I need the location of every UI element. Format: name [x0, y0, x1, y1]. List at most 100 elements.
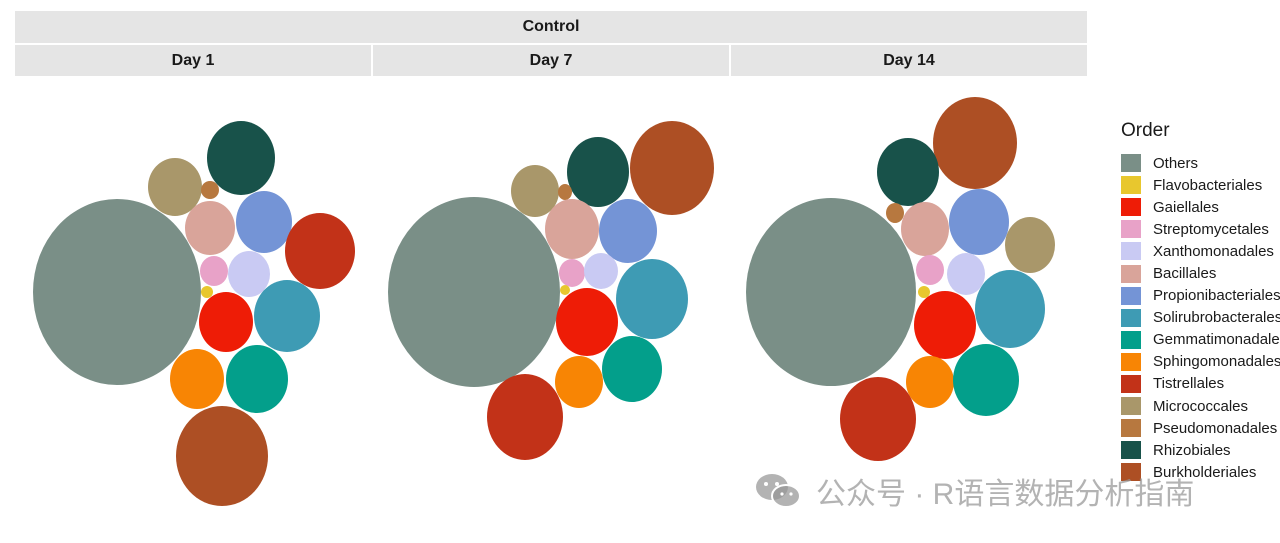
legend-item-burkholderiales: Burkholderiales [1121, 461, 1280, 483]
bubble-burkholderiales [933, 97, 1017, 189]
legend-key [1121, 220, 1141, 239]
legend-label: Micrococcales [1153, 397, 1249, 415]
bubble-bacillales [185, 201, 235, 255]
panel-title-day-7: Day 7 [529, 51, 573, 69]
legend-item-sphingomonadales: Sphingomonadales [1121, 351, 1280, 373]
watermark: 公众号 · R语言数据分析指南 [754, 469, 1194, 513]
legend-item-solirubrobacterales: Solirubrobacterales [1121, 307, 1280, 329]
bubble-streptomycetales [559, 259, 585, 287]
legend-item-gaiellales: Gaiellales [1121, 196, 1280, 218]
legend-key [1121, 397, 1141, 416]
legend-key [1121, 242, 1141, 261]
legend-key [1121, 463, 1141, 482]
bubble-streptomycetales [200, 256, 228, 286]
bubble-gemmatimonadales [602, 336, 662, 402]
legend-label: Streptomycetales [1153, 220, 1269, 238]
facet-title: Control [522, 18, 580, 35]
bubble-plot [33, 97, 1055, 506]
bubble-tistrellales [487, 374, 563, 460]
bubble-rhizobiales [877, 138, 939, 206]
legend-item-others: Others [1121, 152, 1280, 174]
bubble-gaiellales [199, 292, 253, 352]
bubble-micrococcales [1005, 217, 1055, 273]
bubble-tistrellales [285, 213, 355, 289]
legend-item-xanthomonadales: Xanthomonadales [1121, 240, 1280, 262]
bubble-xanthomonadales [228, 251, 270, 297]
bubble-gaiellales [556, 288, 618, 356]
legend-label: Propionibacteriales [1153, 287, 1280, 305]
legend-item-pseudomonadales: Pseudomonadales [1121, 417, 1280, 439]
legend-key [1121, 419, 1141, 438]
legend-item-propionibacteriales: Propionibacteriales [1121, 285, 1280, 307]
legend-key [1121, 441, 1141, 460]
bubble-solirubrobacterales [616, 259, 688, 339]
bubble-others [388, 197, 560, 387]
bubble-pseudomonadales [886, 203, 904, 223]
bubble-flavobacteriales [560, 285, 570, 295]
bubble-rhizobiales [207, 121, 275, 195]
legend-label: Gaiellales [1153, 198, 1219, 216]
bubble-pseudomonadales [558, 184, 572, 200]
legend-label: Others [1153, 154, 1199, 172]
legend-key [1121, 286, 1141, 305]
legend-key [1121, 154, 1141, 173]
bubble-gaiellales [914, 291, 976, 359]
bubble-bacillales [901, 202, 949, 256]
bubble-xanthomonadales [584, 253, 618, 289]
bubble-flavobacteriales [201, 286, 213, 298]
legend-label: Pseudomonadales [1153, 419, 1278, 437]
bubble-xanthomonadales [947, 253, 985, 295]
legend-key [1121, 264, 1141, 283]
legend-item-flavobacteriales: Flavobacteriales [1121, 174, 1280, 196]
legend-label: Bacillales [1153, 265, 1217, 283]
bubble-sphingomonadales [170, 349, 224, 409]
bubble-solirubrobacterales [975, 270, 1045, 348]
panel-day-1 [33, 121, 355, 506]
panel-title-day-1: Day 1 [171, 51, 215, 69]
bubble-gemmatimonadales [226, 345, 288, 413]
legend-key [1121, 308, 1141, 327]
legend-key [1121, 352, 1141, 371]
watermark-text: 公众号 · R语言数据分析指南 [816, 478, 1195, 511]
bubble-burkholderiales [176, 406, 268, 506]
bubble-sphingomonadales [555, 356, 603, 408]
bubble-flavobacteriales [918, 286, 930, 298]
legend-label: Xanthomonadales [1153, 242, 1274, 260]
legend-key [1121, 330, 1141, 349]
panel-strip-day-14: Day 14 [731, 45, 1087, 76]
bubble-propionibacteriales [236, 191, 292, 253]
bubble-streptomycetales [916, 255, 944, 285]
panel-day-14 [746, 97, 1055, 461]
bubble-burkholderiales [630, 121, 714, 215]
legend-item-rhizobiales: Rhizobiales [1121, 439, 1280, 461]
bubble-others [33, 199, 201, 385]
bubble-solirubrobacterales [254, 280, 320, 352]
facet-strip-control: Control [15, 11, 1087, 43]
legend-item-micrococcales: Micrococcales [1121, 395, 1280, 417]
legend-item-streptomycetales: Streptomycetales [1121, 218, 1280, 240]
bubble-tistrellales [840, 377, 916, 461]
bubble-rhizobiales [567, 137, 629, 207]
bubble-propionibacteriales [599, 199, 657, 263]
legend-item-bacillales: Bacillales [1121, 262, 1280, 284]
bubble-propionibacteriales [949, 189, 1009, 255]
legend-label: Burkholderiales [1153, 463, 1257, 481]
legend-label: Solirubrobacterales [1153, 309, 1280, 327]
panel-day-7 [388, 121, 714, 460]
panel-title-day-14: Day 14 [883, 51, 935, 69]
legend-key [1121, 198, 1141, 217]
bubble-micrococcales [148, 158, 202, 216]
legend-items: Others Flavobacteriales Gaiellales Streptom… [1121, 152, 1280, 483]
legend-label: Rhizobiales [1153, 441, 1231, 459]
legend-item-tistrellales: Tistrellales [1121, 373, 1280, 395]
legend-item-gemmatimonadales: Gemmatimonadales [1121, 329, 1280, 351]
legend: Order Others Flavobacteriales Gaiellales St… [1121, 120, 1280, 483]
legend-label: Gemmatimonadales [1153, 331, 1280, 349]
legend-key [1121, 176, 1141, 195]
legend-title: Order [1121, 120, 1170, 141]
bubble-gemmatimonadales [953, 344, 1019, 416]
legend-label: Sphingomonadales [1153, 353, 1280, 371]
legend-label: Tistrellales [1153, 375, 1225, 393]
panel-strip-day-1: Day 1 [15, 45, 371, 76]
bubble-pseudomonadales [201, 181, 219, 199]
